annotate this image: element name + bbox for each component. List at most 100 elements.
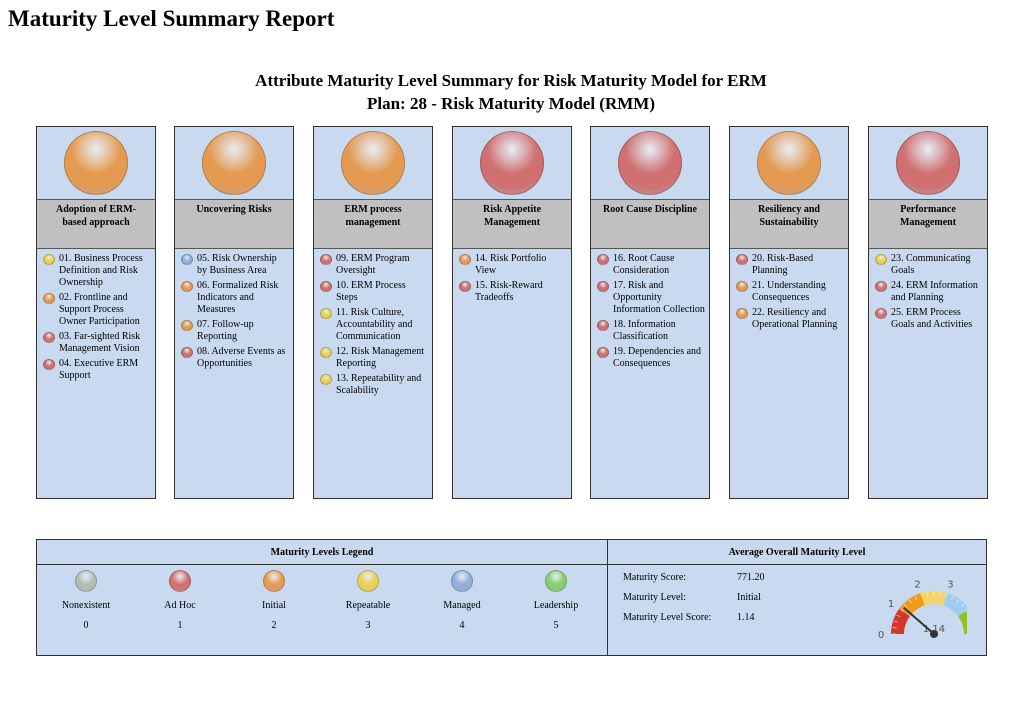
level-orb-icon	[263, 570, 285, 592]
maturity-orb-icon	[757, 131, 821, 195]
item-label: 21. Understanding Consequences	[752, 280, 826, 303]
attribute-item: 22. Resiliency and Operational Planning	[736, 307, 844, 331]
level-name: Leadership	[533, 600, 579, 611]
attribute-item: 23. Communicating Goals	[875, 253, 983, 277]
level-dot-icon	[181, 281, 193, 292]
item-label: 08. Adverse Events as Opportunities	[197, 346, 286, 369]
maturity-level-label: Maturity Level:	[623, 592, 687, 603]
gauge-tick	[892, 627, 897, 629]
level-dot-icon	[181, 347, 193, 358]
maturity-orb-icon	[64, 131, 128, 195]
level-dot-icon	[181, 320, 193, 331]
gauge-tick	[893, 620, 898, 623]
legend-level: Ad Hoc 1	[133, 570, 227, 631]
attribute-name: Uncovering Risks	[175, 200, 293, 249]
attribute-column: ERM process management 09. ERM Program Ov…	[313, 126, 433, 499]
level-dot-icon	[43, 332, 55, 343]
gauge-tick-label: 3	[947, 580, 953, 591]
gauge-tick-label: 2	[914, 580, 920, 591]
attribute-name: ERM process management	[314, 200, 432, 249]
maturity-orb-icon	[896, 131, 960, 195]
level-dot-icon	[43, 359, 55, 370]
item-label: 05. Risk Ownership by Business Area	[197, 253, 277, 276]
item-label: 06. Formalized Risk Indicators and Measu…	[197, 280, 279, 315]
level-value: 1	[177, 620, 183, 631]
legend-title: Maturity Levels Legend	[37, 540, 608, 565]
attribute-item: 04. Executive ERM Support	[43, 358, 151, 382]
gauge-needle	[903, 606, 935, 635]
attribute-column: Performance Management 23. Communicating …	[868, 126, 988, 499]
attribute-column: Resiliency and Sustainability 20. Risk-Ba…	[729, 126, 849, 499]
level-orb-icon	[545, 570, 567, 592]
level-dot-icon	[181, 254, 193, 265]
item-label: 18. Information Classification	[613, 319, 676, 342]
item-label: 15. Risk-Reward Tradeoffs	[475, 280, 543, 303]
level-value: 4	[459, 620, 465, 631]
maturity-gauge: 0123451.14	[878, 580, 967, 641]
attribute-item: 14. Risk Portfolio View	[459, 253, 567, 277]
gauge-tick	[945, 593, 948, 598]
gauge-tick	[908, 599, 912, 604]
gauge-pivot	[930, 630, 938, 638]
level-dot-icon	[736, 308, 748, 319]
level-dot-icon	[597, 254, 609, 265]
item-label: 23. Communicating Goals	[891, 253, 971, 276]
level-dot-icon	[43, 293, 55, 304]
attribute-item: 11. Risk Culture, Accountability and Com…	[320, 307, 428, 343]
item-label: 11. Risk Culture, Accountability and Com…	[336, 307, 413, 342]
level-value: 0	[83, 620, 89, 631]
level-name: Ad Hoc	[164, 600, 196, 611]
attribute-item: 21. Understanding Consequences	[736, 280, 844, 304]
gauge-tick-label: 1	[888, 599, 894, 610]
attribute-column: Root Cause Discipline 16. Root Cause Cons…	[590, 126, 710, 499]
attribute-item: 01. Business Process Definition and Risk…	[43, 253, 151, 289]
level-dot-icon	[320, 281, 332, 292]
attribute-item: 02. Frontline and Support Process Owner …	[43, 292, 151, 328]
item-label: 01. Business Process Definition and Risk…	[59, 253, 143, 288]
level-dot-icon	[320, 308, 332, 319]
gauge-tick	[964, 609, 967, 612]
overall-title: Average Overall Maturity Level	[608, 540, 986, 565]
legend-level: Repeatable 3	[321, 570, 415, 631]
gauge-tick	[956, 599, 960, 604]
item-label: 19. Dependencies and Consequences	[613, 346, 702, 369]
item-label: 14. Risk Portfolio View	[475, 253, 547, 276]
item-label: 17. Risk and Opportunity Information Col…	[613, 280, 705, 315]
legend-panel: Maturity Levels Legend Average Overall M…	[36, 539, 987, 656]
attribute-item: 12. Risk Management Reporting	[320, 346, 428, 370]
maturity-orb-icon	[341, 131, 405, 195]
item-label: 25. ERM Process Goals and Activities	[891, 307, 973, 330]
gauge-tick-label: 0	[878, 630, 884, 641]
level-dot-icon	[459, 254, 471, 265]
attribute-item: 18. Information Classification	[597, 319, 705, 343]
level-dot-icon	[320, 254, 332, 265]
maturity-score-label: Maturity Score:	[623, 572, 687, 583]
page-title: Maturity Level Summary Report	[8, 6, 335, 31]
level-dot-icon	[875, 308, 887, 319]
maturity-level-score-label: Maturity Level Score:	[623, 612, 712, 623]
item-label: 02. Frontline and Support Process Owner …	[59, 292, 140, 327]
item-label: 10. ERM Process Steps	[336, 280, 406, 303]
level-name: Repeatable	[345, 600, 391, 611]
attribute-item: 08. Adverse Events as Opportunities	[181, 346, 289, 370]
gauge-tick	[960, 604, 964, 608]
level-orb-icon	[357, 570, 379, 592]
maturity-score-value: 771.20	[737, 572, 765, 583]
level-dot-icon	[320, 347, 332, 358]
attribute-column: Adoption of ERM-based approach 01. Busine…	[36, 126, 156, 499]
gauge-tick	[904, 604, 908, 608]
attribute-item: 19. Dependencies and Consequences	[597, 346, 705, 370]
report-title: Attribute Maturity Level Summary for Ris…	[255, 71, 767, 90]
gauge-tick	[950, 596, 954, 601]
gauge-value-label: 1.14	[923, 624, 945, 635]
item-label: 09. ERM Program Oversight	[336, 253, 410, 276]
attribute-item: 06. Formalized Risk Indicators and Measu…	[181, 280, 289, 316]
level-orb-icon	[169, 570, 191, 592]
level-name: Initial	[262, 600, 286, 611]
item-label: 13. Repeatability and Scalability	[336, 373, 422, 396]
attribute-item: 03. Far-sighted Risk Management Vision	[43, 331, 151, 355]
maturity-level-score-value: 1.14	[737, 612, 755, 623]
attribute-item: 17. Risk and Opportunity Information Col…	[597, 280, 705, 316]
attribute-item: 15. Risk-Reward Tradeoffs	[459, 280, 567, 304]
item-label: 12. Risk Management Reporting	[336, 346, 425, 369]
